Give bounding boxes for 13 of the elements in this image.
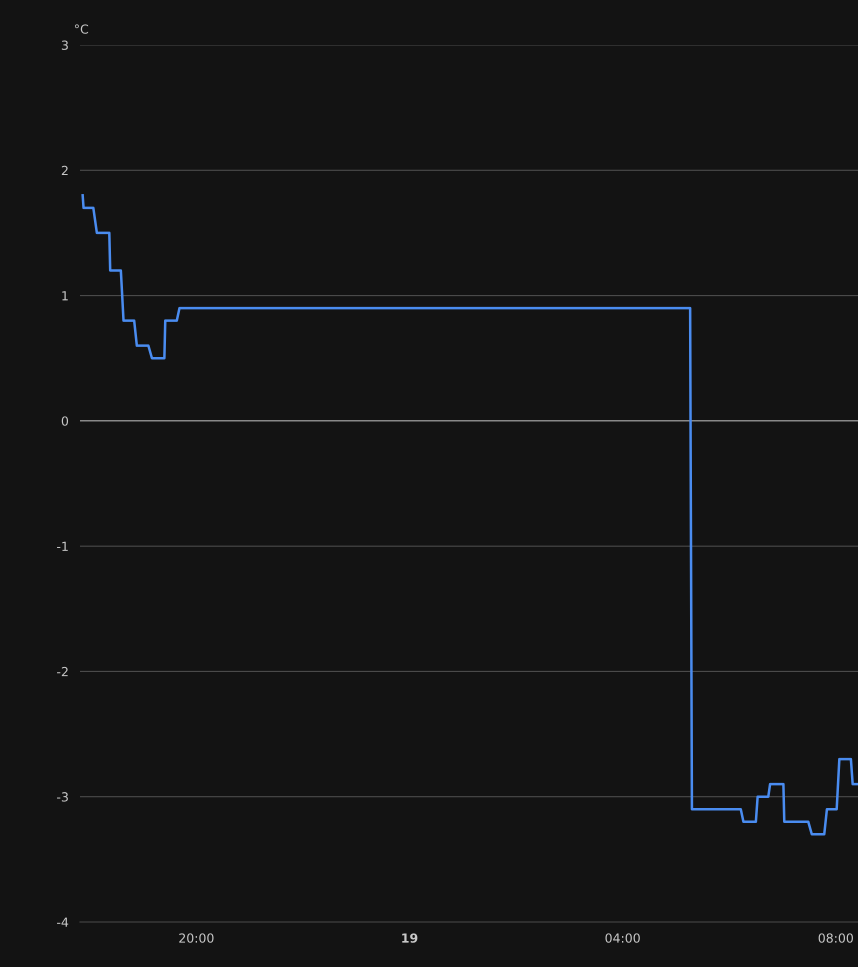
x-tick-label: 04:00	[605, 933, 640, 943]
y-tick-label: 3	[62, 40, 68, 50]
x-tick-label: 19	[402, 933, 418, 943]
y-tick-label: 0	[62, 416, 68, 426]
y-axis-title: °C	[74, 24, 88, 34]
y-tick-label: -3	[57, 792, 68, 802]
y-tick-label: -2	[57, 666, 68, 676]
y-tick-label: 2	[62, 166, 68, 176]
x-tick-label: 08:00	[818, 933, 853, 943]
y-tick-label: -4	[57, 918, 68, 927]
x-tick-label: 20:00	[179, 933, 214, 943]
y-tick-label: 1	[62, 291, 68, 300]
y-tick-label: -1	[57, 542, 68, 551]
